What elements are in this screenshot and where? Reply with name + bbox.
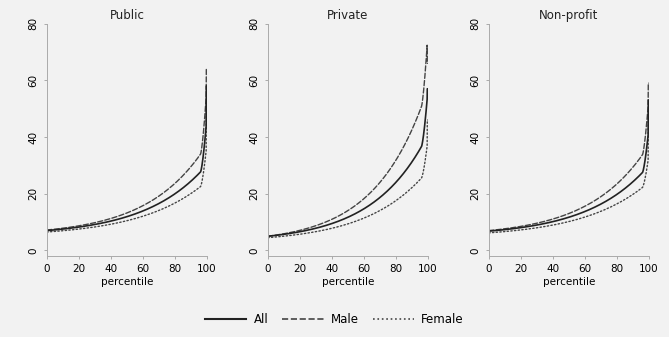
X-axis label: percentile: percentile [322, 277, 374, 287]
X-axis label: percentile: percentile [101, 277, 153, 287]
Legend: All, Male, Female: All, Male, Female [200, 309, 469, 331]
Title: Non-profit: Non-profit [539, 9, 599, 23]
Title: Public: Public [110, 9, 145, 23]
Title: Private: Private [327, 9, 369, 23]
X-axis label: percentile: percentile [543, 277, 595, 287]
